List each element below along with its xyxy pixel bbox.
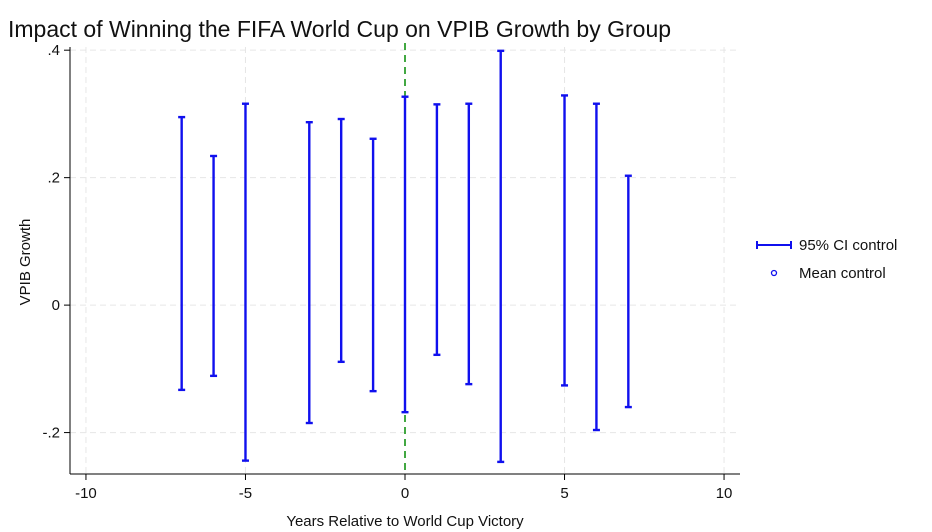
- x-tick-label: 10: [716, 485, 733, 502]
- errorbar: [592, 102, 600, 432]
- errorbar: [305, 121, 313, 425]
- errorbar-series: [178, 49, 632, 464]
- x-tick-label: 5: [560, 485, 568, 502]
- y-axis-ticks: -.2 0 .2 .4: [42, 42, 70, 442]
- y-tick-label: .2: [47, 170, 60, 187]
- legend-item-mean: Mean control: [770, 265, 886, 282]
- legend-label-mean: Mean control: [799, 265, 886, 282]
- y-axis-label: VPIB Growth: [17, 219, 34, 306]
- legend: 95% CI control Mean control: [756, 237, 897, 282]
- plot-area: -10 -5 0 5 10 -.2 0 .2 .4: [42, 42, 740, 502]
- errorbar: [561, 94, 569, 387]
- errorbar: [241, 102, 249, 462]
- errorbar: [624, 174, 632, 409]
- x-tick-label: -10: [75, 485, 97, 502]
- y-tick-label: 0: [52, 297, 60, 314]
- errorbar: [337, 117, 345, 364]
- errorbar: [369, 137, 377, 393]
- x-tick-label: -5: [239, 485, 252, 502]
- errorbar: [178, 115, 186, 392]
- legend-item-ci: 95% CI control: [756, 237, 897, 254]
- legend-hollow-circle-symbol: [770, 269, 778, 277]
- y-tick-label: .4: [47, 42, 60, 59]
- errorbar: [465, 102, 473, 386]
- errorbar: [401, 95, 409, 414]
- chart-title: Impact of Winning the FIFA World Cup on …: [8, 16, 671, 42]
- errorbar: [210, 154, 218, 378]
- x-axis-label: Years Relative to World Cup Victory: [286, 513, 524, 530]
- x-axis-ticks: -10 -5 0 5 10: [75, 474, 732, 502]
- x-tick-label: 0: [401, 485, 409, 502]
- errorbar: [433, 103, 441, 357]
- y-tick-label: -.2: [42, 425, 60, 442]
- errorbar: [497, 49, 505, 464]
- legend-label-ci: 95% CI control: [799, 237, 897, 254]
